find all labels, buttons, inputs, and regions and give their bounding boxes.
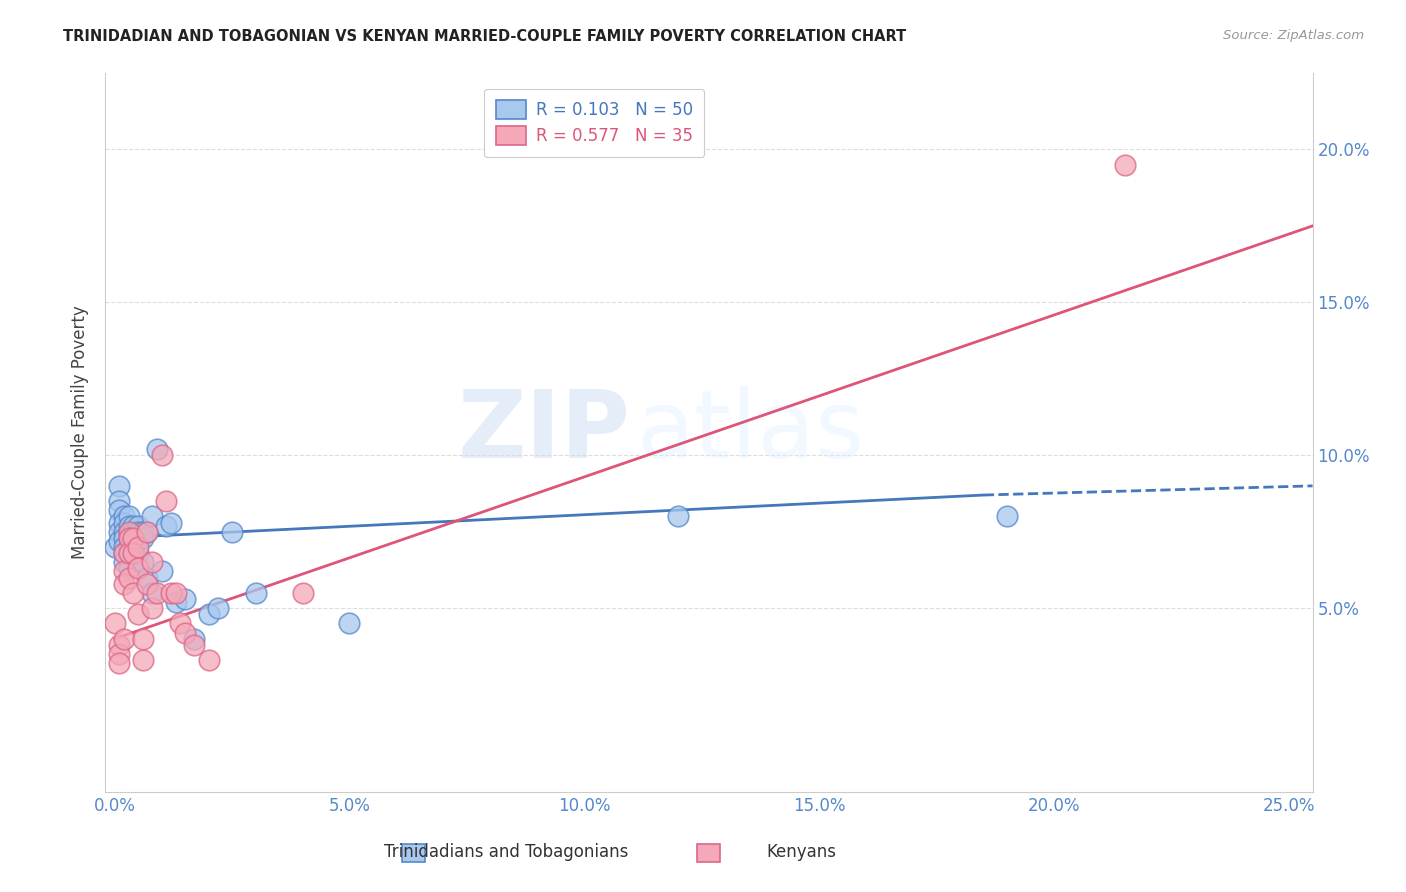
Point — [160, 516, 183, 530]
Point — [146, 442, 169, 457]
Point — [108, 503, 131, 517]
Point — [112, 540, 135, 554]
Point — [118, 524, 141, 539]
Point — [122, 524, 145, 539]
Text: Source: ZipAtlas.com: Source: ZipAtlas.com — [1223, 29, 1364, 42]
Point — [118, 531, 141, 545]
Point — [207, 601, 229, 615]
Point — [183, 632, 205, 646]
Point — [108, 533, 131, 548]
Point — [108, 516, 131, 530]
Point — [127, 546, 149, 560]
Point — [122, 531, 145, 545]
Point — [132, 531, 155, 545]
Point — [127, 540, 149, 554]
Point — [112, 524, 135, 539]
Point — [112, 531, 135, 545]
Point — [112, 555, 135, 569]
Point — [995, 509, 1018, 524]
Point — [1114, 158, 1136, 172]
Point — [197, 653, 219, 667]
Point — [174, 625, 197, 640]
Point — [108, 638, 131, 652]
Point — [339, 616, 361, 631]
Point — [127, 561, 149, 575]
Point — [104, 616, 127, 631]
Point — [122, 546, 145, 560]
Point — [112, 576, 135, 591]
Point — [112, 546, 135, 560]
Point — [127, 518, 149, 533]
Text: ZIP: ZIP — [457, 386, 630, 478]
Point — [122, 540, 145, 554]
Text: atlas: atlas — [637, 386, 865, 478]
Point — [666, 509, 689, 524]
Point — [118, 561, 141, 575]
Point — [141, 586, 163, 600]
Y-axis label: Married-Couple Family Poverty: Married-Couple Family Poverty — [72, 305, 89, 559]
Point — [169, 616, 191, 631]
Point — [108, 479, 131, 493]
Point — [132, 653, 155, 667]
Legend: R = 0.103   N = 50, R = 0.577   N = 35: R = 0.103 N = 50, R = 0.577 N = 35 — [484, 88, 704, 157]
Point — [118, 546, 141, 560]
Point — [112, 565, 135, 579]
Point — [108, 647, 131, 661]
Point — [127, 533, 149, 548]
Point — [160, 586, 183, 600]
Point — [136, 571, 159, 585]
Point — [165, 595, 187, 609]
Point — [118, 518, 141, 533]
Point — [146, 586, 169, 600]
Text: Kenyans: Kenyans — [766, 843, 837, 861]
Point — [136, 524, 159, 539]
Point — [122, 531, 145, 545]
Point — [118, 531, 141, 545]
Point — [112, 546, 135, 560]
Point — [136, 524, 159, 539]
Text: TRINIDADIAN AND TOBAGONIAN VS KENYAN MARRIED-COUPLE FAMILY POVERTY CORRELATION C: TRINIDADIAN AND TOBAGONIAN VS KENYAN MAR… — [63, 29, 907, 44]
Point — [136, 576, 159, 591]
Point — [132, 555, 155, 569]
Point — [141, 555, 163, 569]
Point — [108, 524, 131, 539]
Point — [127, 607, 149, 622]
Point — [118, 524, 141, 539]
Point — [197, 607, 219, 622]
Point — [291, 586, 314, 600]
Point — [112, 509, 135, 524]
Point — [122, 518, 145, 533]
Point — [112, 516, 135, 530]
Point — [104, 540, 127, 554]
Point — [108, 494, 131, 508]
Point — [132, 524, 155, 539]
Text: Trinidadians and Tobagonians: Trinidadians and Tobagonians — [384, 843, 628, 861]
Point — [122, 586, 145, 600]
Point — [118, 540, 141, 554]
Point — [155, 518, 177, 533]
Point — [245, 586, 267, 600]
Point — [118, 546, 141, 560]
Point — [150, 565, 173, 579]
Point — [183, 638, 205, 652]
Point — [221, 524, 243, 539]
Point — [108, 657, 131, 671]
Point — [165, 586, 187, 600]
Point — [141, 509, 163, 524]
Point — [132, 632, 155, 646]
Point — [150, 448, 173, 462]
Point — [155, 494, 177, 508]
Point — [141, 601, 163, 615]
Point — [118, 509, 141, 524]
Point — [174, 592, 197, 607]
Point — [112, 632, 135, 646]
Point — [127, 524, 149, 539]
Point — [118, 571, 141, 585]
